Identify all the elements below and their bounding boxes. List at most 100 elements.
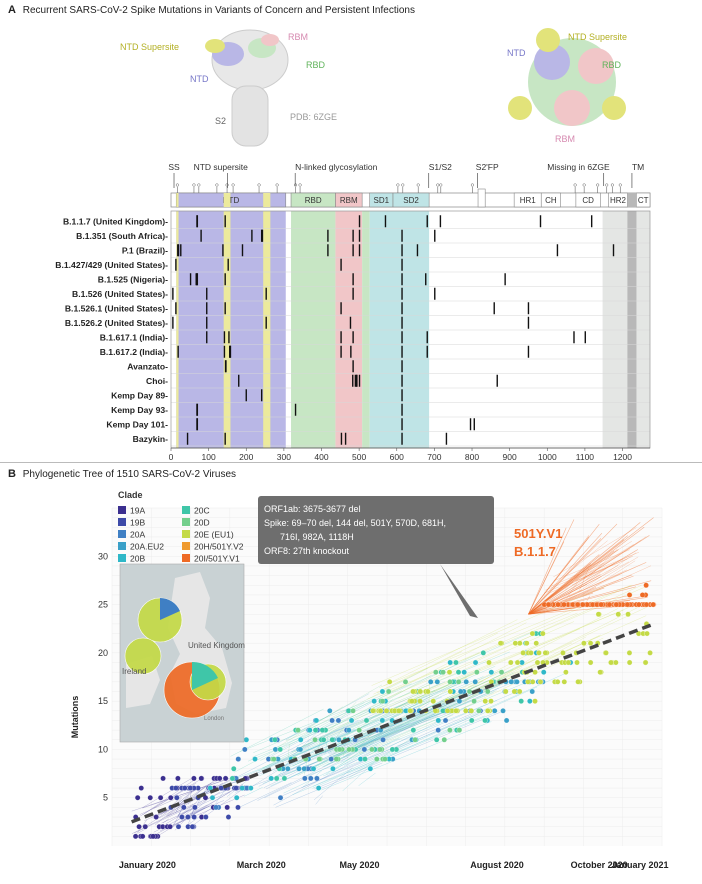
domain-label: CD <box>582 196 594 205</box>
tree-branch <box>331 690 497 759</box>
tip-point <box>222 775 229 782</box>
tip-point <box>532 669 538 675</box>
tip-point <box>242 746 248 753</box>
tip-point <box>327 708 333 714</box>
x-tick-label: 300 <box>277 452 291 462</box>
domain-label: HR2 <box>610 196 627 205</box>
tip-point <box>542 650 549 656</box>
tip-point <box>520 650 526 656</box>
tip-point <box>218 785 224 791</box>
annotation-label: Missing in 6ZGE <box>547 162 610 172</box>
tip-point <box>308 775 314 782</box>
legend-title: Clade <box>118 490 143 500</box>
tip-point <box>185 814 191 820</box>
tip-point <box>446 669 453 675</box>
tip-point <box>503 717 510 724</box>
panel-a-letter: A <box>8 4 16 16</box>
tree-branch-b117 <box>528 576 602 615</box>
domain-box <box>540 192 561 208</box>
annotation-label: SS <box>168 162 180 172</box>
tree-branch <box>277 706 343 748</box>
tip-point <box>329 737 335 743</box>
tree-branch <box>300 684 449 748</box>
tree-branch <box>583 539 642 578</box>
tip-point <box>312 737 318 743</box>
tree-branch <box>172 795 204 826</box>
row-label: B.1.526.2 (United States)- <box>65 318 168 328</box>
tip-point <box>456 698 463 704</box>
tree-branch <box>328 701 357 733</box>
tip-point <box>224 804 230 811</box>
annotation-label: N-linked glycosylation <box>295 162 377 172</box>
tree-branch <box>358 772 376 786</box>
tip-point <box>486 659 492 666</box>
annotation-line: Spike: 69–70 del, 144 del, 501Y, 570D, 6… <box>264 518 446 528</box>
tip-point <box>379 688 386 695</box>
glycan-mark <box>298 183 302 187</box>
tip-point <box>192 804 198 811</box>
glycan-mark <box>605 183 609 187</box>
legend-swatch <box>182 554 190 562</box>
tip-point <box>233 785 239 791</box>
tip-point <box>527 698 533 704</box>
tip-point <box>315 785 322 791</box>
tree-branch <box>142 778 192 809</box>
legend-label: 20B <box>130 554 145 564</box>
tree-branch <box>252 651 510 758</box>
tip-point <box>488 679 495 685</box>
tree-branch <box>275 762 383 808</box>
tip-point <box>626 592 633 598</box>
ntd-supersite-box <box>223 193 231 207</box>
tree-branch <box>373 632 498 695</box>
tree-branch <box>329 675 432 733</box>
tip-point <box>626 650 633 656</box>
tree-branch <box>320 652 480 733</box>
annotation-label: NTD supersite <box>194 162 249 172</box>
tree-branch <box>277 719 359 759</box>
legend-label: 19B <box>130 518 145 528</box>
tip-point <box>639 592 646 598</box>
tip-point <box>379 698 386 704</box>
tip-point <box>574 659 580 666</box>
tip-point <box>160 775 166 782</box>
tip-point <box>382 756 388 762</box>
x-tick-label: 1200 <box>613 452 632 462</box>
panel-b-title-text: Phylogenetic Tree of 1510 SARS-CoV-2 Vir… <box>22 469 237 480</box>
tree-branch <box>378 622 527 700</box>
tip-point <box>532 698 538 704</box>
tip-point <box>536 650 542 656</box>
tip-point <box>644 630 650 637</box>
label-ntd-supersite-left: NTD Supersite <box>120 42 179 52</box>
tip-point <box>132 833 139 840</box>
row-label: B.1.617.2 (India)- <box>100 347 168 357</box>
tip-point <box>307 727 313 733</box>
panel-a-title-text: Recurrent SARS-CoV-2 Spike Mutations in … <box>22 5 415 16</box>
tip-point <box>468 717 475 724</box>
tip-point <box>175 823 182 830</box>
tip-point <box>434 679 441 685</box>
x-tick-label: 100 <box>202 452 216 462</box>
tip-point <box>482 717 488 724</box>
x-tick-label: January 2021 <box>611 860 668 870</box>
tree-branch <box>461 608 619 689</box>
tree-branch <box>190 800 225 815</box>
domain-band <box>627 211 637 448</box>
domain-label: CH <box>545 196 557 205</box>
tip-point <box>336 746 343 753</box>
tip-point <box>402 679 409 685</box>
tip-point <box>613 659 619 666</box>
domain-box <box>335 192 363 208</box>
legend-swatch <box>118 542 126 550</box>
tip-point <box>508 679 514 685</box>
glycan-mark <box>293 183 298 187</box>
tip-point <box>371 698 377 704</box>
tree-branch <box>188 789 193 805</box>
tip-point <box>134 794 141 801</box>
tip-point <box>297 737 304 743</box>
tip-point <box>138 785 144 791</box>
ntd-supersite-box <box>263 193 271 207</box>
tip-point <box>268 775 274 782</box>
tree-branch-b117 <box>528 574 601 615</box>
domain-band <box>393 211 430 448</box>
tree-branch <box>355 696 464 741</box>
